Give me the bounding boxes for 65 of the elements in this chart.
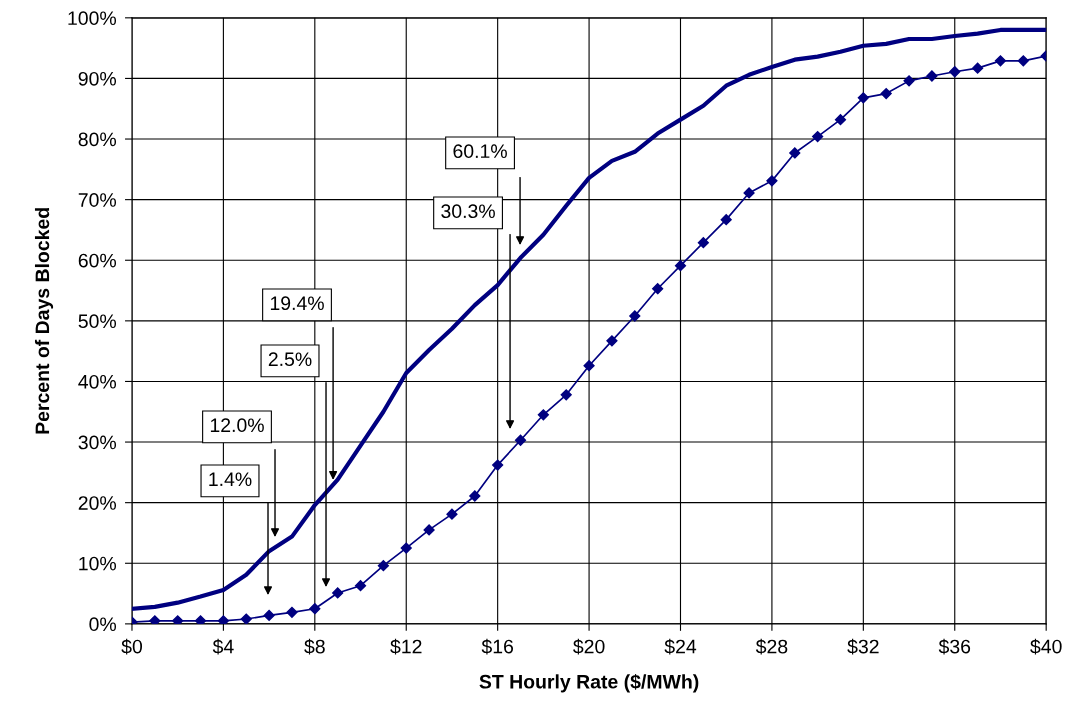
x-tick-label: $32 xyxy=(847,638,879,655)
point xyxy=(789,147,801,159)
point xyxy=(400,542,412,554)
point xyxy=(972,62,984,74)
point xyxy=(446,508,458,520)
point xyxy=(857,92,869,104)
point xyxy=(674,260,687,272)
point xyxy=(652,283,664,295)
x-axis-title: ST Hourly Rate ($/MWh) xyxy=(479,673,699,693)
point xyxy=(834,114,847,126)
y-tick-label: 0% xyxy=(89,617,117,632)
point xyxy=(629,310,641,322)
point xyxy=(994,55,1007,67)
annotation: 12.0% xyxy=(210,418,264,433)
point xyxy=(286,606,298,618)
y-tick-label: 100% xyxy=(68,11,117,26)
x-tick-label: $16 xyxy=(481,638,514,655)
y-tick-label: 10% xyxy=(79,556,117,571)
point xyxy=(720,214,732,226)
y-tick-label: 40% xyxy=(78,374,117,389)
point xyxy=(1017,55,1029,67)
x-tick-label: $4 xyxy=(212,638,234,655)
point xyxy=(332,587,344,599)
annotation: 19.4% xyxy=(270,296,324,311)
y-tick-label: 20% xyxy=(78,496,117,510)
point xyxy=(583,360,595,372)
point xyxy=(423,524,435,536)
point xyxy=(263,609,275,621)
y-axis-title: Percent of Days Blocked xyxy=(34,208,54,434)
y-tick-label: 60% xyxy=(78,253,117,268)
annotation: 2.5% xyxy=(268,352,312,367)
point xyxy=(469,490,481,502)
point xyxy=(697,237,709,249)
annotation: 30.3% xyxy=(441,204,495,219)
point xyxy=(240,613,252,624)
point xyxy=(149,615,161,624)
x-tick-label: $20 xyxy=(573,638,605,655)
point xyxy=(949,66,961,78)
annotation: 60.1% xyxy=(453,144,507,159)
point xyxy=(560,389,572,401)
y-tick-label: 90% xyxy=(78,71,117,86)
point xyxy=(537,409,549,421)
x-tick-label: $8 xyxy=(304,638,325,655)
point xyxy=(606,335,618,347)
point xyxy=(492,459,504,471)
point xyxy=(172,615,184,624)
x-tick-label: $0 xyxy=(121,638,143,655)
y-tick-label: 30% xyxy=(78,435,117,450)
y-tick-label: 80% xyxy=(78,132,117,147)
x-tick-label: $40 xyxy=(1030,638,1062,655)
x-tick-label: $12 xyxy=(390,638,422,655)
point xyxy=(766,175,778,187)
x-tick-label: $24 xyxy=(664,638,697,655)
point xyxy=(812,131,824,143)
point xyxy=(514,434,527,446)
point xyxy=(309,603,321,615)
point xyxy=(880,87,892,100)
x-tick-label: $28 xyxy=(755,638,788,655)
y-tick-label: 70% xyxy=(78,193,117,207)
point xyxy=(377,560,389,572)
point xyxy=(903,75,915,87)
y-tick-label: 50% xyxy=(78,314,117,329)
point xyxy=(354,580,367,592)
x-tick-label: $36 xyxy=(938,638,971,655)
annotation: 1.4% xyxy=(209,472,252,487)
